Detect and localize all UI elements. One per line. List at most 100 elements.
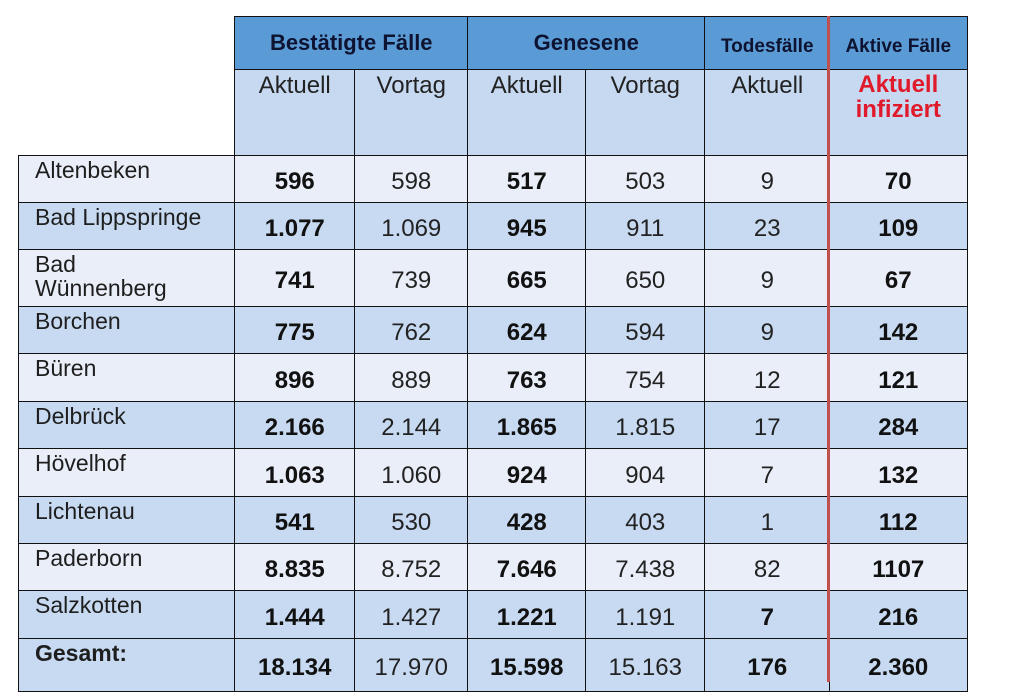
subheader-tod-aktuell-text: Aktuell	[731, 71, 804, 99]
cell-tod-aktuell-text: 7	[760, 461, 774, 489]
cell-aktiv-aktuell: 284	[829, 401, 968, 450]
row-label: Delbrück	[18, 401, 236, 450]
cell-genesen-aktuell: 924	[467, 448, 587, 498]
cell-tod-aktuell: 9	[704, 306, 831, 355]
cell-genesen-aktuell-text: 7.646	[496, 556, 557, 584]
cell-genesen-aktuell-text: 945	[506, 215, 547, 243]
group-header-text: Todesfälle	[720, 36, 814, 57]
cell-genesen-vortag: 403	[585, 496, 706, 545]
row-label: Salzkotten	[18, 590, 236, 640]
cell-tod-aktuell: 12	[704, 353, 831, 403]
cell-aktiv-aktuell-text: 2.360	[868, 653, 929, 681]
cell-tod-aktuell-text: 176	[747, 653, 788, 681]
cell-genesen-vortag: 594	[585, 306, 706, 355]
cell-tod-aktuell: 176	[704, 638, 831, 692]
cell-aktiv-aktuell-text: 216	[878, 603, 919, 631]
cell-tod-aktuell-text: 12	[753, 366, 781, 394]
cell-genesen-vortag: 1.815	[585, 401, 706, 450]
cell-genesen-vortag: 754	[585, 353, 706, 403]
cell-genesen-aktuell-text: 665	[506, 267, 547, 295]
subheader-bestaetigt-vortag: Vortag	[354, 68, 469, 157]
cell-aktiv-aktuell-text: 112	[878, 509, 918, 537]
cell-bestaetigt-vortag-text: 1.069	[381, 215, 442, 243]
row-label: Bad Lippspringe	[18, 202, 236, 251]
cell-genesen-aktuell: 1.221	[467, 590, 587, 640]
cell-genesen-aktuell: 517	[467, 155, 587, 204]
cell-bestaetigt-vortag-text: 1.060	[381, 461, 442, 489]
cell-genesen-aktuell-text: 1.221	[496, 603, 557, 631]
cell-genesen-vortag-text: 1.815	[615, 414, 676, 442]
row-label-text: Bad Wünnenberg	[35, 251, 167, 301]
cell-genesen-aktuell-text: 15.598	[490, 653, 564, 681]
cell-aktiv-aktuell-text: 67	[884, 267, 912, 295]
total-label-text: Gesamt:	[35, 640, 128, 666]
cell-aktiv-aktuell: 112	[829, 496, 968, 545]
subheader-tod-aktuell: Aktuell	[704, 68, 831, 157]
cell-genesen-aktuell-text: 428	[506, 509, 547, 537]
cell-bestaetigt-aktuell: 775	[234, 306, 356, 355]
cell-bestaetigt-vortag-text: 1.427	[381, 603, 442, 631]
cell-tod-aktuell-text: 1	[760, 509, 774, 537]
cell-genesen-aktuell-text: 517	[506, 168, 547, 196]
cell-bestaetigt-vortag-text: 889	[391, 366, 432, 394]
cell-genesen-vortag: 904	[585, 448, 706, 498]
cell-tod-aktuell: 17	[704, 401, 831, 450]
cell-aktiv-aktuell-text: 284	[878, 414, 919, 442]
subheader-bestaetigt-vortag-text: Vortag	[376, 71, 446, 99]
row-label: Bad Wünnenberg	[18, 249, 236, 308]
active-cases-divider	[827, 16, 830, 682]
cell-bestaetigt-vortag-text: 17.970	[374, 653, 448, 681]
cell-bestaetigt-vortag-text: 598	[391, 168, 432, 196]
cell-bestaetigt-vortag: 739	[354, 249, 469, 308]
row-label-text: Büren	[35, 355, 97, 381]
cell-aktiv-aktuell: 70	[829, 155, 968, 204]
subheader-genesen-vortag: Vortag	[585, 68, 706, 157]
cell-genesen-vortag: 503	[585, 155, 706, 204]
cell-bestaetigt-vortag-text: 739	[391, 267, 432, 295]
cell-bestaetigt-vortag: 762	[354, 306, 469, 355]
subheader-genesen-aktuell-text: Aktuell	[490, 71, 563, 99]
total-label: Gesamt:	[18, 638, 236, 692]
cell-bestaetigt-aktuell: 1.077	[234, 202, 356, 251]
row-label-text: Bad Lippspringe	[35, 204, 202, 230]
row-label-text: Borchen	[35, 308, 121, 334]
group-header: Aktive Fälle	[829, 16, 968, 70]
cell-aktiv-aktuell-text: 142	[878, 319, 919, 347]
cell-aktiv-aktuell-text: 132	[878, 461, 919, 489]
cell-bestaetigt-aktuell: 541	[234, 496, 356, 545]
row-label-text: Altenbeken	[35, 157, 151, 183]
cell-aktiv-aktuell-text: 121	[878, 366, 919, 394]
cell-bestaetigt-aktuell-text: 8.835	[264, 556, 325, 584]
cell-genesen-vortag-text: 754	[625, 366, 666, 394]
cell-aktiv-aktuell: 216	[829, 590, 968, 640]
cell-tod-aktuell: 23	[704, 202, 831, 251]
cell-aktiv-aktuell: 142	[829, 306, 968, 355]
cell-genesen-aktuell: 945	[467, 202, 587, 251]
cell-genesen-vortag-text: 650	[625, 267, 666, 295]
cell-bestaetigt-aktuell-text: 741	[274, 267, 315, 295]
row-label: Hövelhof	[18, 448, 236, 498]
group-header: Genesene	[467, 16, 706, 70]
subheader-aktiv-aktuell: Aktuell infiziert	[829, 68, 968, 157]
cell-bestaetigt-aktuell: 18.134	[234, 638, 356, 692]
cell-tod-aktuell-text: 7	[760, 603, 774, 631]
cell-bestaetigt-aktuell: 1.444	[234, 590, 356, 640]
cell-genesen-vortag-text: 7.438	[615, 556, 676, 584]
cell-genesen-aktuell-text: 763	[506, 366, 547, 394]
cell-aktiv-aktuell: 1107	[829, 543, 968, 592]
cell-bestaetigt-vortag: 598	[354, 155, 469, 204]
cell-tod-aktuell: 7	[704, 448, 831, 498]
cell-bestaetigt-aktuell: 896	[234, 353, 356, 403]
group-header: Todesfälle	[704, 16, 831, 70]
row-label: Altenbeken	[18, 155, 236, 204]
row-label: Paderborn	[18, 543, 236, 592]
subheader-aktiv-aktuell-text: Aktuell infiziert	[855, 70, 941, 123]
cell-aktiv-aktuell: 109	[829, 202, 968, 251]
row-label: Lichtenau	[18, 496, 236, 545]
group-header-text: Bestätigte Fälle	[269, 30, 433, 55]
cell-bestaetigt-aktuell-text: 775	[274, 319, 315, 347]
row-label: Borchen	[18, 306, 236, 355]
cell-tod-aktuell: 7	[704, 590, 831, 640]
row-label-text: Lichtenau	[35, 498, 135, 524]
cell-bestaetigt-aktuell-text: 896	[274, 366, 315, 394]
